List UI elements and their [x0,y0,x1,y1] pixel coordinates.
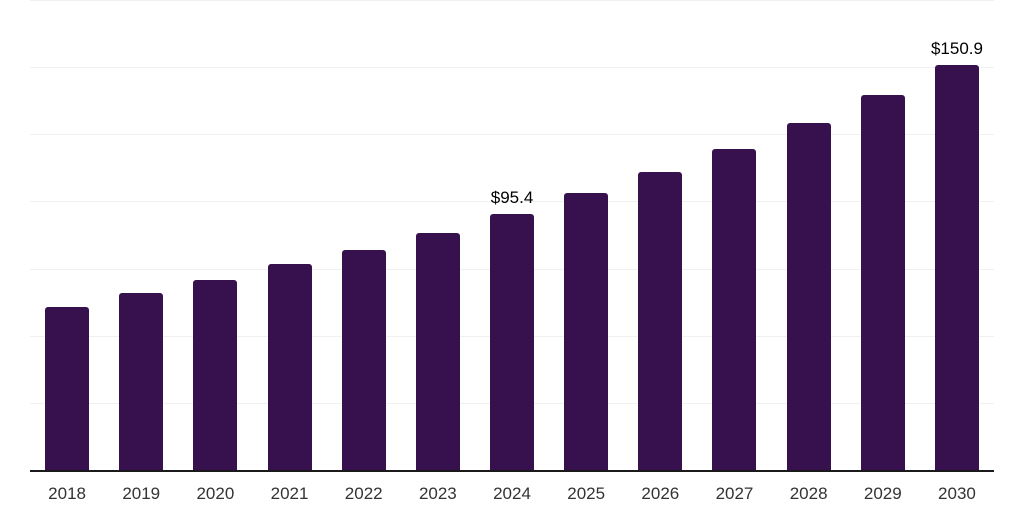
bar-group-2021 [252,0,326,470]
x-tick-label-2030: 2030 [938,484,976,503]
x-axis-tick-labels: 2018 2019 2020 2021 2022 2023 2024 2025 2026 2027… [30,484,994,504]
bar-group-2028 [772,0,846,470]
gridline [30,201,994,203]
bar-2024 [490,213,535,470]
bar-2018 [45,306,90,470]
bar-2029 [860,94,905,470]
x-tick-label-2022: 2022 [344,484,383,503]
x-tick-label-2029: 2029 [863,484,902,503]
bar-group-2027 [697,0,771,470]
x-tick-label-2025: 2025 [567,484,606,503]
x-tick-label-2018: 2018 [48,484,86,503]
chart-container: $95.4 $150.9 2018 2019 2020 2021 2022 2023 2024… [30,0,994,504]
bar-group-2020 [178,0,252,470]
bar-value-label-2024: $95.4 [490,187,534,207]
bar-2020 [193,279,238,470]
bar-group-2018 [30,0,104,470]
gridline [30,67,994,69]
x-tick-label-2021: 2021 [270,484,309,503]
gridline [30,0,994,1]
bar-group-2023 [401,0,475,470]
bar-2021 [267,264,312,470]
bar-layer: $95.4 $150.9 [30,0,994,470]
bar-2025 [564,192,609,470]
bar-group-2019 [104,0,178,470]
x-tick-label-2026: 2026 [641,484,680,503]
bar-2026 [638,171,683,470]
bar-group-2030: $150.9 [920,0,994,470]
x-tick-label-2028: 2028 [789,484,828,503]
x-tick-label-2024: 2024 [493,484,531,503]
bar-2022 [341,249,386,470]
x-tick-label-2020: 2020 [196,484,235,503]
bar-2027 [712,148,757,470]
plot-area: $95.4 $150.9 [30,0,994,470]
bar-2019 [119,293,164,470]
bar-group-2025 [549,0,623,470]
x-tick-label-2019: 2019 [122,484,161,503]
bar-2030 [934,64,979,470]
bar-group-2022 [327,0,401,470]
x-tick-label-2023: 2023 [418,484,457,503]
bar-2023 [415,232,460,470]
x-axis-line [30,470,994,472]
bar-group-2026 [623,0,697,470]
x-tick-label-2027: 2027 [715,484,754,503]
bar-group-2029 [846,0,920,470]
gridline [30,134,994,136]
bar-value-label-2030: $150.9 [930,38,983,58]
bar-2028 [786,122,831,470]
bar-group-2024: $95.4 [475,0,549,470]
